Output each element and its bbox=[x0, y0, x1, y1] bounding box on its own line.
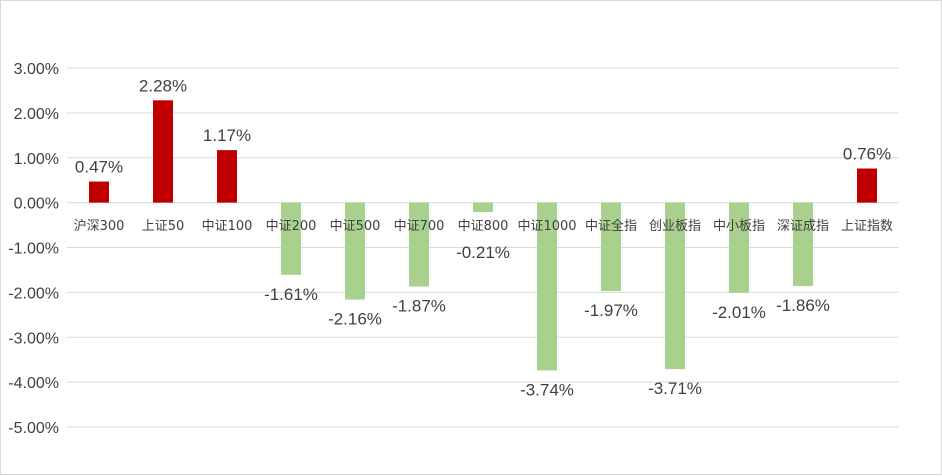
category-label: 中证全指 bbox=[585, 218, 637, 234]
category-label: 创业板指 bbox=[649, 219, 701, 234]
data-label: -2.01% bbox=[712, 303, 766, 322]
category-label: 中证1000 bbox=[517, 219, 576, 234]
category-label: 中证100 bbox=[202, 219, 253, 234]
gridlines bbox=[67, 67, 899, 428]
bar bbox=[217, 150, 237, 203]
data-label: 0.47% bbox=[75, 158, 123, 177]
bar bbox=[89, 181, 109, 203]
bar bbox=[409, 202, 429, 287]
y-tick-label: 3.00% bbox=[14, 61, 59, 78]
data-labels: 0.47% 2.28% 1.17% -1.61% -2.16% -1.87% -0.21% -… bbox=[75, 76, 891, 399]
data-label: 0.76% bbox=[843, 145, 891, 164]
category-label: 沪深300 bbox=[74, 218, 125, 234]
bar bbox=[729, 202, 749, 293]
category-label: 中证200 bbox=[266, 219, 317, 234]
bars bbox=[89, 100, 877, 371]
data-label: -1.86% bbox=[776, 296, 830, 315]
y-tick-label: 2.00% bbox=[14, 106, 59, 123]
category-labels: 沪深300 上证50 中证100 中证200 中证500 中证700 中证800 中证1000… bbox=[74, 218, 893, 234]
bar bbox=[665, 202, 685, 370]
category-label: 深证成指 bbox=[777, 219, 829, 234]
category-label: 中证800 bbox=[458, 219, 509, 234]
y-tick-label: -1.00% bbox=[8, 241, 59, 258]
data-label: -2.16% bbox=[328, 310, 382, 329]
data-label: -1.87% bbox=[392, 297, 446, 316]
category-label: 上证50 bbox=[142, 219, 185, 234]
bar bbox=[793, 202, 813, 287]
y-tick-label: -5.00% bbox=[8, 420, 59, 437]
bar bbox=[345, 202, 365, 300]
y-tick-label: -2.00% bbox=[8, 285, 59, 302]
data-label: 2.28% bbox=[139, 76, 187, 95]
y-tick-label: 0.00% bbox=[14, 196, 59, 213]
data-label: -0.21% bbox=[456, 243, 510, 262]
bar bbox=[537, 202, 557, 371]
category-label: 中证700 bbox=[394, 219, 445, 234]
bar bbox=[281, 202, 301, 275]
y-tick-label: -4.00% bbox=[8, 375, 59, 392]
data-label: 1.17% bbox=[203, 126, 251, 145]
category-label: 上证指数 bbox=[841, 219, 893, 234]
data-label: -3.74% bbox=[520, 380, 574, 399]
data-label: -3.71% bbox=[648, 379, 702, 398]
category-label: 中小板指 bbox=[713, 219, 765, 234]
bar bbox=[473, 202, 493, 213]
y-tick-label: 1.00% bbox=[14, 151, 59, 168]
y-tick-label: -3.00% bbox=[8, 330, 59, 347]
category-label: 中证500 bbox=[330, 219, 381, 234]
data-label: -1.61% bbox=[264, 285, 318, 304]
bar bbox=[601, 202, 621, 292]
data-label: -1.97% bbox=[584, 301, 638, 320]
bar bbox=[153, 100, 173, 203]
y-axis-tick-labels: 3.00% 2.00% 1.00% 0.00% -1.00% -2.00% -3.00% -4… bbox=[8, 61, 59, 437]
bar bbox=[857, 168, 877, 203]
